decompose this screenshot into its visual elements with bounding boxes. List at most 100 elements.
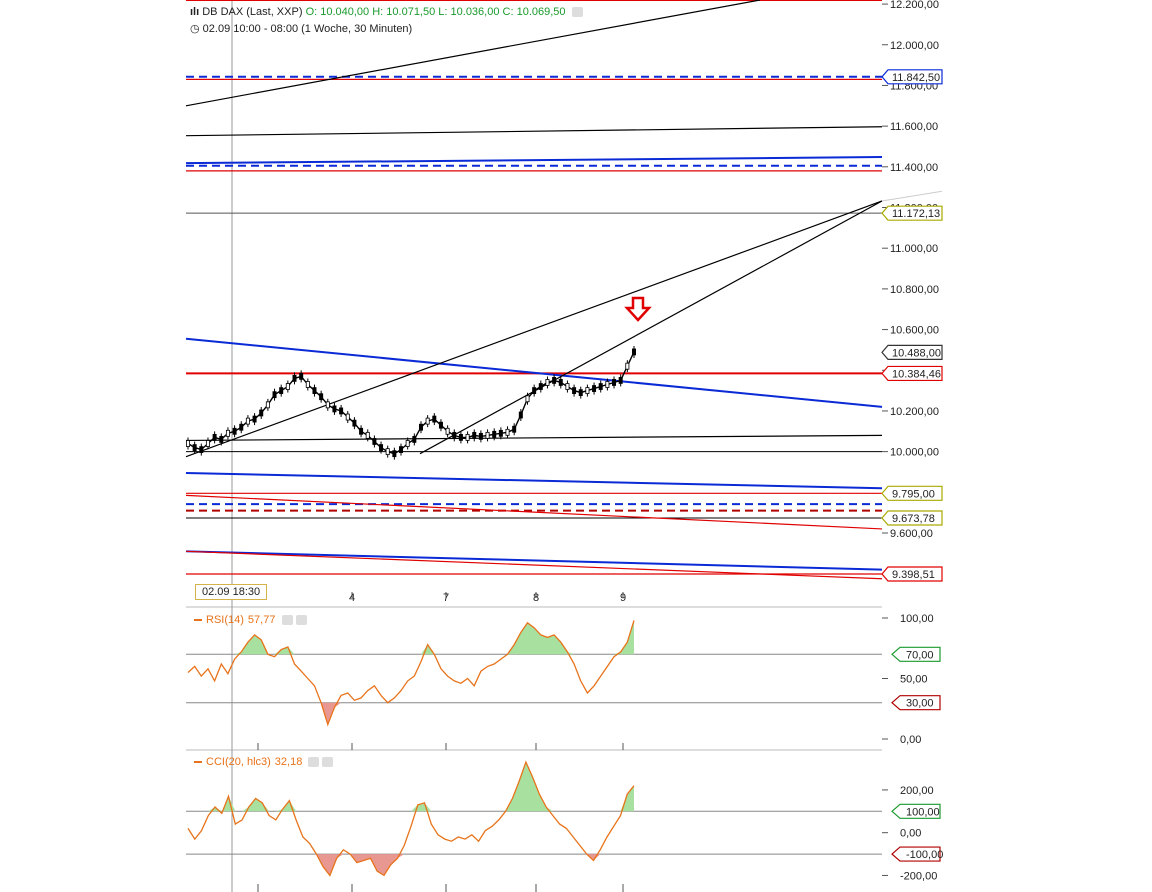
rsi-close-icon[interactable] [295, 615, 307, 626]
level-label-box [891, 846, 941, 862]
candle-body [305, 381, 310, 388]
price-label-box [881, 344, 943, 360]
y-tick-label: 10.600,00 [890, 325, 939, 337]
candle-body [285, 383, 290, 390]
candle-body [625, 362, 630, 370]
crosshair-date-text: 02.09 18:30 [202, 586, 261, 598]
cci-legend-swatch [194, 761, 202, 764]
y-axis: 12.200,0012.000,0011.800,0011.600,0011.4… [881, 0, 943, 882]
y-tick-label: 11.600,00 [890, 121, 938, 133]
cci-legend: CCI(20, hlc3) 32,18 [194, 756, 334, 768]
candle-body [565, 383, 570, 390]
candle-body [399, 446, 404, 453]
candle-body [339, 407, 344, 415]
cci-value: 32,18 [274, 756, 303, 768]
candle-body [372, 438, 377, 445]
candlestick-icon: ılı [190, 6, 200, 18]
price-label-box [881, 69, 943, 85]
y-tick-label: 11.400,00 [890, 162, 938, 174]
overbought-fill [188, 620, 634, 655]
candle-body [232, 427, 237, 435]
y-tick-label: 200,00 [900, 785, 934, 797]
candle-body [239, 423, 244, 431]
indicator-line [187, 620, 635, 727]
price-label-text: 10.488,00 [892, 347, 941, 359]
candle-body [538, 383, 543, 390]
open-value: O: 10.040,00 [305, 6, 370, 18]
candle-body [192, 444, 197, 451]
candle-body [552, 377, 557, 384]
candle-body [518, 411, 523, 419]
candle-body [319, 393, 324, 401]
candle-body [492, 430, 497, 438]
level-label-text: 100,00 [906, 806, 940, 818]
candle-body [312, 387, 317, 394]
candle-body [219, 436, 224, 443]
indicator-line [187, 760, 635, 877]
candle-body [212, 433, 217, 441]
rsi-settings-icon[interactable] [281, 615, 293, 626]
candle-body [299, 372, 304, 380]
trend-line [185, 471, 883, 490]
trend-line [185, 156, 883, 165]
price-label-box [881, 365, 943, 382]
oversold-fill [188, 702, 634, 725]
candle-body [185, 440, 190, 447]
trend-line [185, 434, 883, 442]
instrument-name: DB DAX (Last, XXP) [202, 6, 303, 18]
y-tick-label: 10.200,00 [890, 406, 939, 418]
trend-lines [185, 0, 943, 580]
price-label-box [881, 485, 943, 501]
candle-body [325, 401, 330, 409]
candle-body [605, 381, 610, 388]
level-label-text: 30,00 [906, 698, 934, 710]
rsi-value: 57,77 [247, 614, 276, 626]
candle-body [432, 415, 437, 423]
candle-body [385, 448, 390, 456]
clock-icon: ◷ [190, 23, 200, 35]
rsi-legend: RSI(14) 57,77 [194, 614, 307, 626]
candle-body [438, 421, 443, 429]
price-label-text: 9.398,51 [892, 569, 935, 581]
price-label-text: 9.795,00 [892, 488, 935, 500]
candle-body [525, 395, 530, 403]
candle-body [272, 391, 277, 399]
level-label-text: -100,00 [906, 849, 943, 861]
y-tick-label: 0,00 [900, 828, 921, 840]
candle-body [259, 409, 264, 417]
rsi-legend-swatch [194, 619, 202, 622]
y-tick-label: 9.600,00 [890, 528, 933, 540]
candle-body [379, 444, 384, 451]
candle-body [472, 431, 477, 439]
candle-body [505, 428, 510, 436]
candle-body [245, 417, 250, 425]
candle-body [558, 379, 563, 386]
rsi-label: RSI(14) [206, 614, 244, 626]
candle-body [545, 379, 550, 386]
sell-arrow-shape [624, 296, 652, 322]
trend-line [185, 0, 761, 107]
candle-body [578, 389, 583, 397]
candle-body [359, 427, 364, 435]
price-series [185, 345, 637, 460]
trend-line [185, 494, 883, 530]
trend-line [185, 337, 883, 408]
candle-body [532, 387, 537, 394]
trend-line [185, 126, 883, 137]
price-label-box [881, 510, 943, 526]
level-label-box [891, 695, 941, 711]
period-text: 02.09 10:00 - 08:00 (1 Woche, 30 Minuten… [202, 23, 413, 35]
y-tick-label: 50,00 [900, 674, 928, 686]
candle-body [592, 385, 597, 392]
trend-line [881, 190, 943, 202]
x-tick-label: 7 [443, 592, 449, 604]
cci-settings-icon[interactable] [308, 757, 320, 768]
level-label-box [891, 646, 941, 662]
candle-body [199, 446, 204, 453]
settings-icon[interactable] [571, 7, 583, 18]
candle-body [332, 405, 337, 413]
cci-close-icon[interactable] [322, 757, 334, 768]
candle-body [352, 419, 357, 427]
level-label-text: 70,00 [906, 649, 934, 661]
